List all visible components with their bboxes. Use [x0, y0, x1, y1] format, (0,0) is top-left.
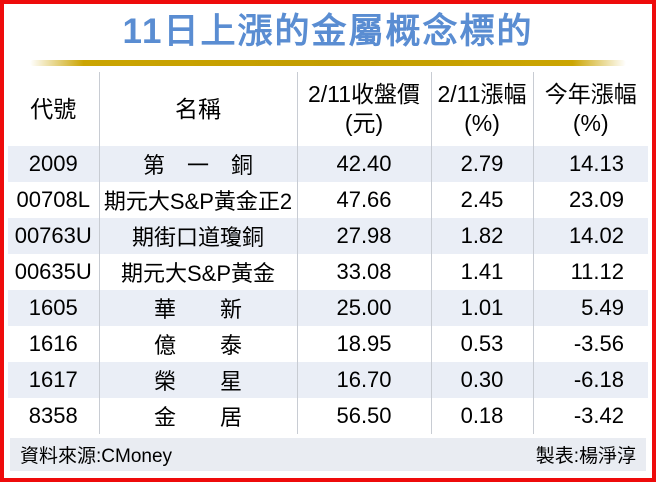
table-row: 1616 億 泰 18.95 0.53 -3.56: [8, 326, 648, 362]
cell-stock-name: 期街口道瓊銅: [98, 218, 297, 254]
col-header-close-sub: (元): [344, 110, 384, 136]
col-header-code: 代號: [8, 72, 99, 146]
cell-day-change: 1.41: [430, 254, 533, 290]
table-row: 00763U 期街口道瓊銅 27.98 1.82 14.02: [8, 218, 648, 254]
cell-day-change: 1.01: [430, 290, 533, 326]
cell-stock-code: 00708L: [16, 187, 90, 212]
col-header-close-label: 2/11收盤價: [307, 81, 421, 108]
col-header-ytd-sub: (%): [572, 110, 609, 136]
cell-ytd-change: -3.56: [532, 326, 648, 362]
cell-day-change: 0.30: [430, 362, 533, 398]
table-footer: 資料來源:CMoney 製表:楊淨淳: [10, 438, 646, 471]
table-row: 00635U 期元大S&P黃金 33.08 1.41 11.12: [8, 254, 648, 290]
cell-close-price: 42.40: [296, 146, 431, 182]
cell-stock-name: 金 居: [98, 398, 297, 434]
col-header-change-label: 2/11漲幅: [437, 81, 527, 108]
cell-stock-code: 8358: [28, 403, 78, 428]
table-row: 1605 華 新 25.00 1.01 5.49: [8, 290, 648, 326]
cell-day-change: 2.79: [430, 146, 533, 182]
cell-close-price: 33.08: [296, 254, 431, 290]
cell-close-price: 25.00: [296, 290, 431, 326]
cell-close-price: 16.70: [296, 362, 431, 398]
header-row: 代號 名稱 2/11收盤價 (元) 2/11漲幅 (%) 今年漲幅 (%: [8, 72, 648, 146]
table-row: 00708L 期元大S&P黃金正2 47.66 2.45 23.09: [8, 182, 648, 218]
cell-ytd-change: 23.09: [532, 182, 648, 218]
table-row: 1617 榮 星 16.70 0.30 -6.18: [8, 362, 648, 398]
data-source-label: 資料來源:CMoney: [20, 446, 173, 467]
cell-ytd-change: 14.13: [532, 146, 648, 182]
cell-close-price: 27.98: [296, 218, 431, 254]
cell-stock-name: 華 新: [98, 290, 297, 326]
table-body: 2009 第 一 銅 42.40 2.79 14.13 00708L 期元大S&…: [8, 146, 648, 434]
col-header-change-sub: (%): [464, 110, 500, 136]
cell-ytd-change: 5.49: [532, 290, 648, 326]
table-row: 2009 第 一 銅 42.40 2.79 14.13: [8, 146, 648, 182]
col-header-code-label: 代號: [30, 95, 77, 122]
col-header-ytd-label: 今年漲幅: [544, 81, 637, 108]
col-header-change: 2/11漲幅 (%): [430, 72, 533, 146]
cell-stock-name: 第 一 銅: [98, 146, 297, 182]
cell-stock-name: 億 泰: [98, 326, 297, 362]
cell-stock-code: 00763U: [8, 218, 99, 254]
credit-label: 製表:楊淨淳: [535, 446, 636, 467]
cell-ytd-change: -6.18: [532, 362, 648, 398]
stock-table: 代號 名稱 2/11收盤價 (元) 2/11漲幅 (%) 今年漲幅 (%: [8, 72, 648, 434]
col-header-name-label: 名稱: [175, 95, 221, 122]
cell-stock-code: 1605: [8, 290, 99, 326]
cell-close-price: 47.66: [296, 182, 431, 218]
cell-ytd-change: -3.42: [532, 398, 648, 434]
col-header-name: 名稱: [98, 72, 297, 146]
gold-divider: [30, 60, 626, 66]
cell-stock-code: 00635U: [14, 259, 92, 284]
cell-stock-code: 1617: [8, 362, 99, 398]
cell-stock-name: 期元大S&P黃金: [98, 254, 297, 290]
page-title: 11日上漲的金屬概念標的: [122, 12, 534, 51]
cell-day-change: 1.82: [430, 218, 533, 254]
cell-stock-name: 期元大S&P黃金正2: [98, 182, 297, 218]
cell-stock-name: 榮 星: [98, 362, 297, 398]
cell-day-change: 0.53: [430, 326, 533, 362]
cell-day-change: 0.18: [430, 398, 533, 434]
col-header-close: 2/11收盤價 (元): [296, 72, 431, 146]
cell-ytd-change: 11.12: [532, 254, 648, 290]
cell-ytd-change: 14.02: [532, 218, 648, 254]
cell-day-change: 2.45: [430, 182, 533, 218]
cell-close-price: 18.95: [296, 326, 431, 362]
table-header: 代號 名稱 2/11收盤價 (元) 2/11漲幅 (%) 今年漲幅 (%: [8, 72, 648, 146]
cell-close-price: 56.50: [296, 398, 431, 434]
table-row: 8358 金 居 56.50 0.18 -3.42: [8, 398, 648, 434]
cell-stock-code: 1616: [28, 331, 78, 356]
cell-stock-code: 2009: [8, 146, 99, 182]
col-header-ytd: 今年漲幅 (%): [532, 72, 648, 146]
